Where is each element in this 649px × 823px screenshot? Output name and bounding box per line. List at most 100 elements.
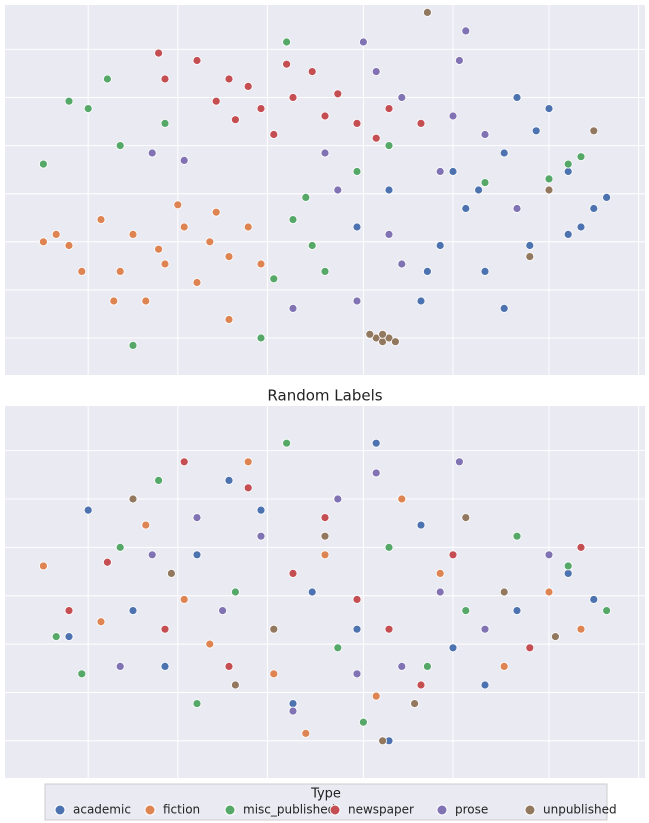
point [384,624,394,634]
point [269,624,279,634]
point [301,728,311,738]
point [307,241,317,250]
point [39,159,48,169]
point [320,513,330,522]
point [218,606,228,615]
point [384,542,394,552]
point [128,340,138,350]
point [499,662,509,671]
point [371,468,381,478]
point [256,259,266,269]
point [531,126,541,136]
point [525,252,535,262]
point [378,736,388,746]
point [480,130,490,139]
point [352,669,362,679]
legend-swatch [224,804,236,816]
point [448,111,458,121]
point [371,438,381,448]
point [230,115,240,125]
point [230,587,240,597]
point [64,241,74,250]
point [410,699,420,708]
point [576,542,586,552]
point [243,457,253,467]
point [461,26,471,36]
point [333,89,343,99]
point [371,133,381,143]
point [435,587,445,597]
point [352,624,362,634]
point [320,550,330,560]
point [160,662,170,671]
point [192,278,202,287]
point [211,207,221,217]
point [243,483,253,493]
legend-label: prose [455,803,488,817]
legend-swatch [329,804,341,816]
point [154,475,164,485]
point [205,639,215,649]
point [141,296,151,306]
point [243,222,253,232]
point [416,520,426,530]
point [461,513,471,522]
legend-label: newspaper [348,803,414,817]
point [435,569,445,578]
point [179,222,189,232]
point [602,192,611,202]
point [173,200,183,210]
point [448,550,458,560]
legend-swatch [524,804,536,816]
point [499,303,509,313]
legend-swatch [436,804,448,816]
point [115,542,125,552]
point [352,595,362,604]
point [563,561,573,571]
point [480,266,490,276]
point [103,557,112,567]
point [115,266,125,276]
point [563,159,573,169]
point [224,662,234,671]
point [269,274,279,284]
point [147,148,157,158]
point [320,266,330,276]
point [160,74,170,84]
point [416,119,426,128]
point [416,296,426,306]
point [384,104,394,113]
point [96,617,106,627]
point [39,237,48,247]
point [397,259,407,269]
point [282,59,292,69]
point [384,185,394,195]
point [179,457,189,467]
point [179,595,189,604]
point [320,148,330,158]
point [358,37,368,47]
point [154,244,164,254]
point [422,7,432,17]
point [365,329,375,339]
point [480,624,490,634]
point [256,333,266,343]
point [103,74,112,84]
point [230,680,240,690]
point [333,185,343,195]
legend-label: fiction [163,803,200,817]
point [128,229,138,239]
point [224,475,234,485]
point [512,93,522,102]
point [474,185,484,195]
point [288,93,298,102]
point [77,669,87,679]
legend-box [44,783,608,821]
point [544,185,554,195]
point [358,717,368,727]
point [288,699,298,708]
point [435,241,445,250]
point [544,550,554,560]
point [282,438,292,448]
